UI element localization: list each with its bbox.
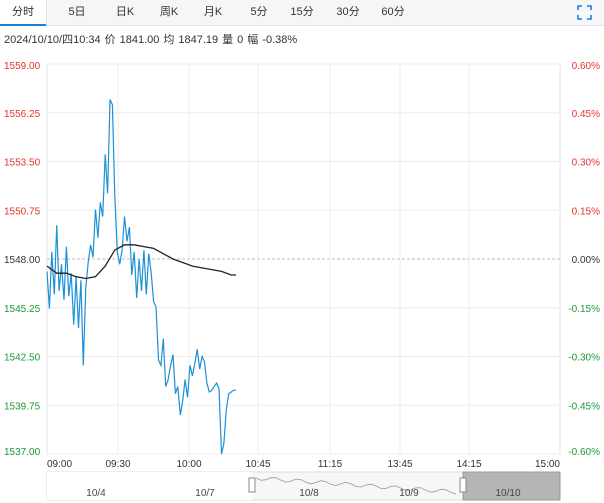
navigator-selection [462,471,561,501]
navigator-handle [459,477,467,493]
time-tick-label: 09:00 [47,459,72,470]
price-tick-label: 1545.25 [4,304,41,315]
range-navigator: 10/4 10/7 10/8 10/9 10/10 [46,471,561,501]
chart-grid [46,63,561,455]
price-tick-label: 1550.75 [4,206,41,217]
price-tick-label: 1539.75 [4,401,41,412]
time-tick-label: 15:00 [535,459,560,470]
price-tick-label: 1553.50 [4,158,41,169]
time-tick-label: 13:45 [387,459,412,470]
navigator-handle [248,477,256,493]
fullscreen-icon[interactable] [577,5,592,20]
price-label: 价 [104,34,116,46]
price-tick-label: 1556.25 [4,109,41,120]
period-tab-bar: 分时 5日 日K 周K 月K 5分 15分 30分 60分 [0,0,604,26]
price-tick-label: 1542.50 [4,353,41,364]
volume-label: 量 [222,34,234,46]
change-label: 幅 [247,34,259,46]
time-tick-label: 10:00 [176,459,201,470]
tab-monthly-k[interactable]: 月K [203,6,223,18]
percent-tick-label: 0.00% [572,255,600,266]
price-tick-label: 1548.00 [4,255,41,266]
navigator-left-area [47,472,252,500]
tab-5min[interactable]: 5分 [250,6,268,18]
price-axis-labels: 1559.00 1556.25 1553.50 1550.75 1548.00 1545.… [4,61,41,458]
quote-info-line: 2024/10/10/四10:34 价 1841.00 均 1847.19 量 0 幅 -0.3… [4,31,301,47]
tab-30min[interactable]: 30分 [336,6,360,18]
navigator-date-label: 10/7 [195,488,215,499]
percent-tick-label: 0.45% [572,109,600,120]
chart-lines [46,99,236,455]
percent-tick-label: -0.15% [568,304,600,315]
average-line [46,244,236,280]
percent-tick-label: -0.60% [568,447,600,458]
avg-value: 1847.19 [178,34,219,46]
price-tick-label: 1537.00 [4,447,41,458]
tab-60min[interactable]: 60分 [381,6,405,18]
percent-tick-label: -0.45% [568,401,600,412]
time-tick-label: 10:45 [245,459,270,470]
tab-5day[interactable]: 5日 [68,6,86,18]
navigator-date-label: 10/9 [399,488,419,499]
time-tick-label: 09:30 [105,459,130,470]
navigator-date-label: 10/4 [86,488,106,499]
navigator-sparkline [255,477,457,495]
percent-axis-labels: 0.60% 0.45% 0.30% 0.15% 0.00% -0.15% -0.30% -0.… [568,61,600,458]
tab-weekly-k[interactable]: 周K [159,6,179,18]
quote-datetime: 2024/10/10/四10:34 [4,34,101,46]
price-value: 1841.00 [119,34,160,46]
time-tick-label: 14:15 [456,459,481,470]
percent-tick-label: 0.15% [572,206,600,217]
price-tick-label: 1559.00 [4,61,41,72]
time-tick-label: 11:15 [318,459,343,470]
navigator-date-label: 10/10 [495,488,520,499]
volume-value: 0 [237,34,244,46]
navigator-date-label: 10/8 [299,488,319,499]
tab-15min[interactable]: 15分 [290,6,314,18]
tab-intraday[interactable]: 分时 [0,0,47,26]
price-line [46,99,236,455]
time-axis-labels: 09:00 09:30 10:00 10:45 11:15 13:45 14:15 15:00 [47,459,560,470]
avg-label: 均 [163,34,175,46]
tab-daily-k[interactable]: 日K [115,6,135,18]
percent-tick-label: 0.60% [572,61,600,72]
percent-tick-label: 0.30% [572,158,600,169]
percent-tick-label: -0.30% [568,353,600,364]
change-value: -0.38% [262,34,298,46]
